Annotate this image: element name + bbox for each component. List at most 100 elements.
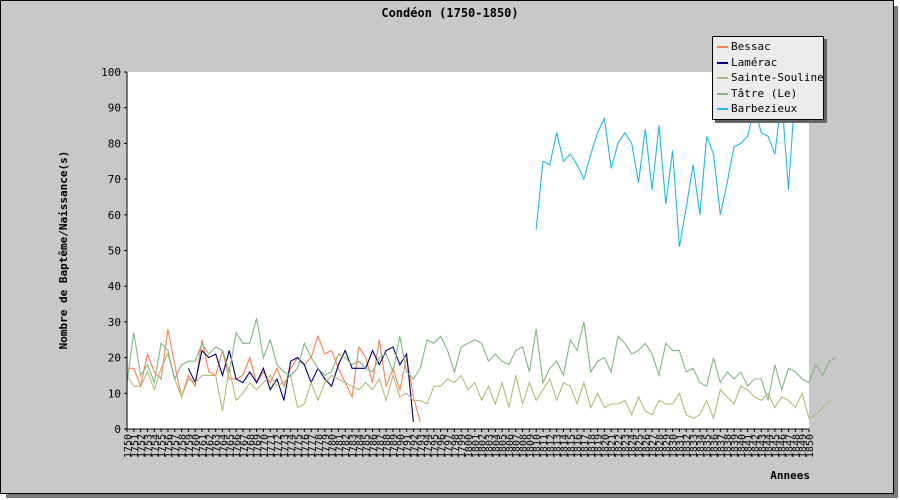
x-tick-label: 1759 bbox=[184, 434, 195, 458]
x-tick-label: 1820 bbox=[600, 434, 611, 458]
x-tick-label: 1793 bbox=[416, 434, 427, 458]
x-tick-label: 1805 bbox=[498, 434, 509, 458]
series-layer bbox=[126, 86, 837, 423]
x-tick-label: 1782 bbox=[341, 434, 352, 458]
x-tick-label: 1761 bbox=[198, 434, 209, 458]
series-line-sainte-souline bbox=[126, 352, 830, 421]
y-tick-label: 10 bbox=[108, 387, 121, 400]
x-tick-label: 1764 bbox=[218, 434, 229, 458]
x-tick-label: 1800 bbox=[464, 434, 475, 458]
x-tick-label: 1776 bbox=[300, 434, 311, 458]
x-tick-label: 1795 bbox=[430, 434, 441, 458]
x-tick-label: 1839 bbox=[730, 434, 741, 458]
x-tick-label: 1763 bbox=[212, 434, 223, 458]
legend-swatch bbox=[717, 108, 728, 110]
legend-item: Tâtre (Le) bbox=[717, 87, 797, 101]
x-tick-label: 1762 bbox=[205, 434, 216, 458]
x-tick-label: 1826 bbox=[641, 434, 652, 458]
x-tick-label: 1787 bbox=[375, 434, 386, 458]
x-tick-label: 1804 bbox=[491, 434, 502, 458]
legend-swatch bbox=[717, 61, 728, 64]
legend-label: Lamérac bbox=[731, 55, 778, 69]
x-tick-label: 1798 bbox=[450, 434, 461, 458]
x-tick-label: 1844 bbox=[764, 434, 775, 458]
x-tick-label: 1829 bbox=[662, 434, 673, 458]
x-tick-label: 1843 bbox=[757, 434, 768, 458]
x-tick-label: 1801 bbox=[471, 434, 482, 458]
x-tick-label: 1815 bbox=[566, 434, 577, 458]
x-tick-label: 1766 bbox=[232, 434, 243, 458]
x-tick-label: 1781 bbox=[334, 434, 345, 458]
x-tick-label: 1773 bbox=[280, 434, 291, 458]
x-tick-label: 1841 bbox=[744, 434, 755, 458]
axes: 0102030405060708090100175017511752175317… bbox=[101, 66, 816, 458]
x-tick-label: 1816 bbox=[573, 434, 584, 458]
x-tick-label: 1830 bbox=[669, 434, 680, 458]
x-tick-label: 1807 bbox=[512, 434, 523, 458]
x-tick-label: 1754 bbox=[150, 434, 161, 458]
x-tick-label: 1821 bbox=[607, 434, 618, 458]
legend-label: Barbezieux bbox=[731, 102, 798, 115]
x-tick-label: 1789 bbox=[389, 434, 400, 458]
x-tick-label: 1823 bbox=[621, 434, 632, 458]
legend: Bessac Lamérac Sainte-Souline Tâtre (Le) Bar… bbox=[712, 36, 824, 120]
x-tick-label: 1825 bbox=[635, 434, 646, 458]
legend-item: Bessac bbox=[717, 40, 771, 54]
x-tick-label: 1797 bbox=[444, 434, 455, 458]
x-tick-label: 1765 bbox=[225, 434, 236, 458]
x-tick-label: 1814 bbox=[559, 434, 570, 458]
x-tick-label: 1806 bbox=[505, 434, 516, 458]
x-tick-label: 1803 bbox=[484, 434, 495, 458]
x-tick-label: 1828 bbox=[655, 434, 666, 458]
x-tick-label: 1785 bbox=[362, 434, 373, 458]
x-tick-label: 1811 bbox=[539, 434, 550, 458]
x-tick-label: 1770 bbox=[259, 434, 270, 458]
chart-title: Condéon (1750-1850) bbox=[381, 6, 519, 20]
y-tick-label: 80 bbox=[108, 137, 121, 150]
legend-label: Tâtre (Le) bbox=[731, 86, 798, 100]
x-tick-label: 1755 bbox=[157, 434, 168, 458]
x-tick-label: 1768 bbox=[246, 434, 257, 458]
x-tick-label: 1753 bbox=[143, 434, 154, 458]
legend-item: Barbezieux bbox=[717, 102, 797, 116]
x-tick-label: 1846 bbox=[778, 434, 789, 458]
x-tick-label: 1780 bbox=[328, 434, 339, 458]
x-tick-label: 1842 bbox=[750, 434, 761, 458]
x-tick-label: 1818 bbox=[587, 434, 598, 458]
x-tick-label: 1850 bbox=[805, 434, 816, 458]
y-tick-label: 50 bbox=[108, 245, 121, 258]
x-tick-label: 1779 bbox=[321, 434, 332, 458]
x-tick-label: 1750 bbox=[123, 434, 134, 458]
x-tick-label: 1794 bbox=[423, 434, 434, 458]
legend-swatch bbox=[717, 77, 728, 79]
x-tick-label: 1813 bbox=[553, 434, 564, 458]
x-tick-label: 1760 bbox=[191, 434, 202, 458]
legend-swatch bbox=[717, 46, 728, 48]
x-tick-label: 1769 bbox=[253, 434, 264, 458]
plot-area bbox=[127, 72, 809, 429]
x-tick-label: 1777 bbox=[307, 434, 318, 458]
x-tick-label: 1836 bbox=[710, 434, 721, 458]
x-tick-label: 1757 bbox=[171, 434, 182, 458]
x-tick-label: 1812 bbox=[546, 434, 557, 458]
x-tick-label: 1827 bbox=[648, 434, 659, 458]
series-line-tatre-le bbox=[126, 318, 837, 401]
x-tick-label: 1837 bbox=[716, 434, 727, 458]
x-axis-label: Annees bbox=[770, 469, 810, 482]
x-tick-label: 1831 bbox=[675, 434, 686, 458]
x-tick-label: 1832 bbox=[682, 434, 693, 458]
x-tick-label: 1834 bbox=[696, 434, 707, 458]
x-tick-label: 1835 bbox=[703, 434, 714, 458]
y-tick-label: 40 bbox=[108, 280, 121, 293]
y-axis-label: Nombre de Baptême/Naissance(s) bbox=[57, 151, 70, 350]
x-tick-label: 1786 bbox=[369, 434, 380, 458]
x-tick-label: 1790 bbox=[396, 434, 407, 458]
x-tick-label: 1767 bbox=[239, 434, 250, 458]
x-tick-label: 1848 bbox=[791, 434, 802, 458]
x-tick-label: 1802 bbox=[478, 434, 489, 458]
legend-label: Bessac bbox=[731, 40, 771, 53]
x-tick-label: 1833 bbox=[689, 434, 700, 458]
x-tick-label: 1771 bbox=[266, 434, 277, 458]
x-tick-label: 1775 bbox=[294, 434, 305, 458]
